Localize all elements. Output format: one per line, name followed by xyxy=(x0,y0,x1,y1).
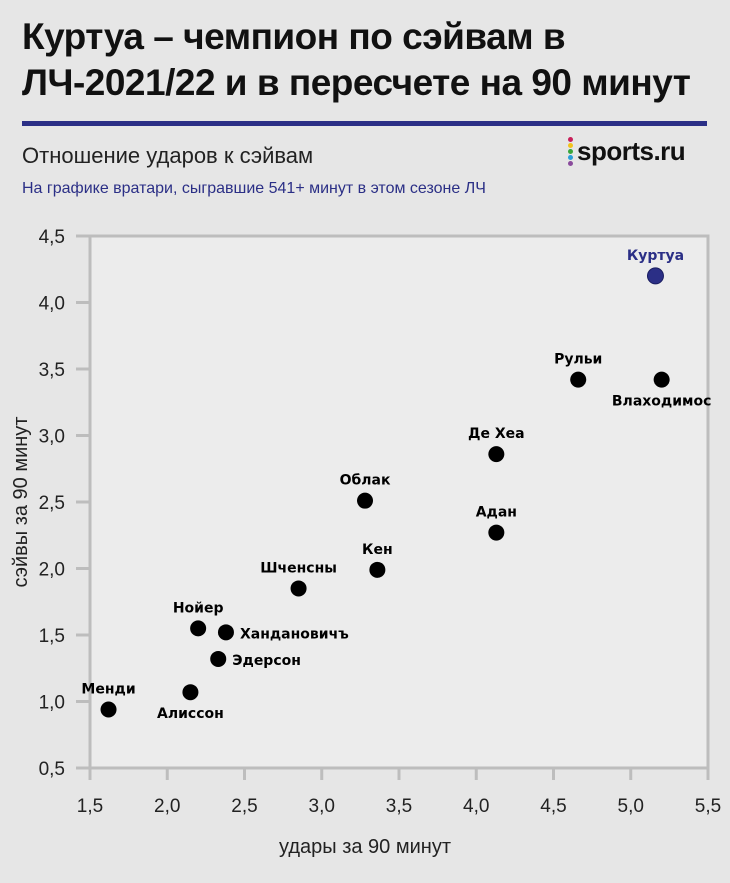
point-label: Влаходимос xyxy=(612,394,712,410)
point-label: Де Хеа xyxy=(468,426,525,442)
y-tick-label: 0,5 xyxy=(39,759,65,780)
x-tick-label: 3,5 xyxy=(386,796,412,817)
point-label: Шченсны xyxy=(260,560,337,576)
title-line-1: Куртуа – чемпион по сэйвам в xyxy=(22,16,566,57)
page-title: Куртуа – чемпион по сэйвам в ЛЧ-2021/22 … xyxy=(22,14,722,106)
y-tick-label: 2,5 xyxy=(39,493,65,514)
data-point xyxy=(488,524,505,541)
data-point xyxy=(100,701,117,718)
data-point xyxy=(653,371,670,388)
y-tick-label: 4,0 xyxy=(39,294,65,315)
data-point xyxy=(210,650,227,667)
sports-ru-logo: sports.ru xyxy=(568,136,686,167)
y-tick-label: 2,0 xyxy=(39,560,65,581)
point-label: Облак xyxy=(340,473,391,489)
data-point xyxy=(488,446,505,463)
y-axis-label: сэйвы за 90 минут xyxy=(10,417,32,588)
plot-area xyxy=(88,234,710,770)
x-tick-label: 4,0 xyxy=(463,796,489,817)
data-point xyxy=(369,561,386,578)
point-label: Куртуа xyxy=(627,248,684,264)
title-line-2: ЛЧ-2021/22 и в пересчете на 90 минут xyxy=(22,62,691,103)
x-tick-label: 3,0 xyxy=(309,796,335,817)
x-tick-label: 2,0 xyxy=(154,796,180,817)
chart-subtitle: Отношение ударов к сэйвам xyxy=(22,143,314,168)
logo-text: sports.ru xyxy=(577,136,686,166)
y-tick-label: 3,5 xyxy=(39,360,65,381)
x-tick-label: 5,5 xyxy=(695,796,721,817)
data-point xyxy=(646,267,664,285)
point-label: Кен xyxy=(362,542,393,558)
data-point xyxy=(570,371,587,388)
x-tick-label: 4,5 xyxy=(540,796,566,817)
point-label: Менди xyxy=(81,681,135,697)
point-label: Эдерсон xyxy=(232,653,301,669)
point-label: Алиссон xyxy=(157,706,224,722)
point-label: Хандановичъ xyxy=(240,626,349,642)
y-tick-label: 4,5 xyxy=(39,227,65,248)
y-tick-label: 3,0 xyxy=(39,427,65,448)
data-point xyxy=(190,620,207,637)
data-point xyxy=(290,580,307,597)
x-tick-label: 5,0 xyxy=(618,796,644,817)
point-label: Нойер xyxy=(173,600,224,616)
y-tick-label: 1,0 xyxy=(39,693,65,714)
data-point xyxy=(357,492,374,509)
logo-dots-icon xyxy=(568,137,573,166)
y-tick-label: 1,5 xyxy=(39,626,65,647)
chart-note: На графике вратари, сыгравшие 541+ минут… xyxy=(22,180,486,197)
data-point xyxy=(182,684,199,701)
x-tick-label: 2,5 xyxy=(231,796,257,817)
x-tick-label: 1,5 xyxy=(77,796,103,817)
x-axis-label: удары за 90 минут xyxy=(279,836,451,858)
point-label: Адан xyxy=(476,505,517,521)
data-point xyxy=(217,624,234,641)
title-divider xyxy=(22,121,707,126)
point-label: Рульи xyxy=(554,352,602,368)
